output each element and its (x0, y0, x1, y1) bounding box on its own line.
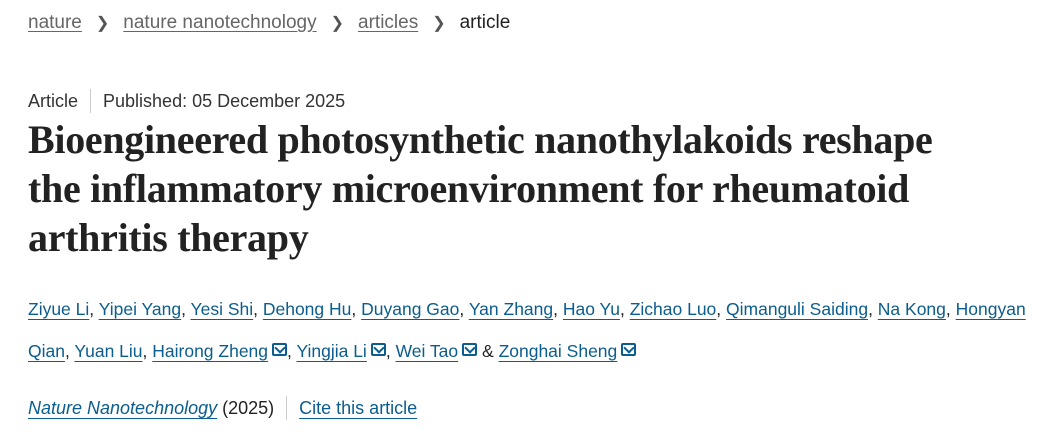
breadcrumb-nature-nanotechnology[interactable]: nature nanotechnology (123, 12, 317, 33)
author-link[interactable]: Yingjia Li (296, 341, 367, 361)
author-link[interactable]: Hongyan Qian (28, 299, 1026, 361)
chevron-right-icon: ❯ (95, 15, 110, 32)
author-separator: , (181, 299, 191, 319)
author-separator: , (459, 299, 469, 319)
author-link[interactable]: Yan Zhang (468, 299, 554, 319)
author-link[interactable]: Qimanguli Saiding (726, 299, 869, 319)
citation-year: (2025) (222, 397, 275, 418)
author-link[interactable]: Duyang Gao (361, 299, 460, 319)
divider (90, 89, 92, 113)
author-separator: , (868, 299, 878, 319)
citation-line: Nature Nanotechnology (2025) Cite this a… (28, 396, 417, 420)
author-list: Ziyue Li, Yipei Yang, Yesi Shi, Dehong H… (28, 288, 1058, 372)
author-link[interactable]: Wei Tao (395, 341, 459, 361)
article-title: Bioengineered photosynthetic nanothylako… (28, 117, 933, 260)
published-date: Published: 05 December 2025 (103, 90, 346, 111)
author-link[interactable]: Ziyue Li (28, 299, 90, 319)
author-separator: & (477, 341, 499, 361)
email-icon[interactable] (621, 343, 637, 356)
author-link[interactable]: Hairong Zheng (152, 341, 269, 361)
author-separator: , (553, 299, 563, 319)
author-separator: , (351, 299, 362, 319)
author-link[interactable]: Zichao Luo (629, 299, 717, 319)
breadcrumb-current: article (459, 12, 511, 33)
author-separator: , (385, 341, 396, 361)
article-meta: Article Published: 05 December 2025 (28, 89, 345, 113)
author-separator: , (287, 341, 297, 361)
chevron-right-icon: ❯ (432, 15, 446, 32)
journal-link[interactable]: Nature Nanotechnology (28, 397, 218, 418)
breadcrumb-nature[interactable]: nature (28, 12, 82, 33)
email-icon[interactable] (370, 343, 386, 356)
author-link[interactable]: Na Kong (877, 299, 946, 319)
email-icon[interactable] (462, 343, 478, 356)
chevron-right-icon: ❯ (330, 15, 345, 32)
article-type: Article (28, 90, 79, 111)
author-link[interactable]: Yipei Yang (98, 299, 182, 319)
author-separator: , (945, 299, 956, 319)
author-link[interactable]: Yesi Shi (190, 299, 254, 319)
author-separator: , (716, 299, 727, 319)
divider (286, 396, 288, 420)
author-link[interactable]: Yuan Liu (74, 341, 143, 361)
author-separator: , (619, 299, 630, 319)
cite-this-article-link[interactable]: Cite this article (299, 397, 418, 418)
author-separator: , (89, 299, 99, 319)
email-icon[interactable] (272, 343, 288, 356)
breadcrumb: nature ❯ nature nanotechnology ❯ article… (28, 12, 510, 34)
breadcrumb-articles[interactable]: articles (358, 12, 419, 33)
author-link[interactable]: Dehong Hu (262, 299, 352, 319)
author-separator: , (142, 341, 153, 361)
author-separator: , (64, 341, 75, 361)
author-link[interactable]: Hao Yu (562, 299, 620, 319)
author-link[interactable]: Zonghai Sheng (498, 341, 618, 361)
author-separator: , (253, 299, 263, 319)
